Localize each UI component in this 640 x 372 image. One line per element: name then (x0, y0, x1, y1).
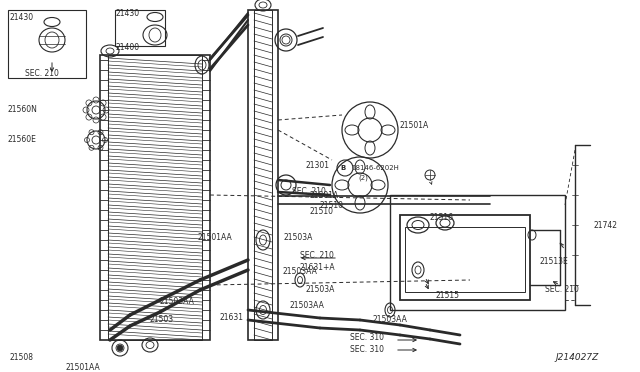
Text: SEC. 210: SEC. 210 (25, 68, 59, 77)
Text: 21503AA: 21503AA (160, 298, 195, 307)
Text: 21430: 21430 (115, 9, 139, 17)
Text: SEC. 210: SEC. 210 (300, 250, 334, 260)
Text: 21742: 21742 (593, 221, 617, 230)
Text: 21560N: 21560N (7, 106, 37, 115)
Text: B: B (340, 165, 346, 171)
Text: 21503A: 21503A (305, 285, 334, 295)
Text: SEC. 210: SEC. 210 (292, 187, 326, 196)
Bar (400, 215, 530, 300)
Text: 21501AA: 21501AA (198, 234, 233, 243)
Text: 21513E: 21513E (540, 257, 569, 266)
Text: 21508: 21508 (10, 353, 34, 362)
Text: 21430: 21430 (9, 13, 33, 22)
Text: 21501A: 21501A (400, 121, 429, 129)
Bar (8, 10, 86, 78)
Text: SEC. 310: SEC. 310 (350, 334, 384, 343)
Text: 21510: 21510 (310, 206, 334, 215)
Text: 21515: 21515 (435, 291, 459, 299)
Text: 21503A: 21503A (283, 234, 312, 243)
Bar (100, 55, 210, 340)
Text: 21510: 21510 (320, 201, 344, 209)
Text: 21400: 21400 (115, 44, 139, 52)
Text: 21631+A: 21631+A (300, 263, 335, 273)
Text: 21501A: 21501A (310, 190, 339, 199)
Text: 21301: 21301 (305, 160, 329, 170)
Bar (108, 55, 202, 340)
Text: 21516: 21516 (430, 212, 454, 221)
Text: SEC. 210: SEC. 210 (545, 285, 579, 295)
Text: 21503AA: 21503AA (283, 267, 317, 276)
Circle shape (117, 345, 123, 351)
Bar (390, 195, 565, 310)
Text: 21503: 21503 (150, 315, 174, 324)
Text: (2): (2) (358, 175, 368, 181)
Text: SEC. 310: SEC. 310 (350, 344, 384, 353)
Text: 21503AA: 21503AA (290, 301, 325, 310)
Text: 21631: 21631 (220, 314, 244, 323)
Text: J214027Z: J214027Z (555, 353, 598, 362)
Bar (405, 227, 525, 292)
Text: 21503AA: 21503AA (372, 315, 408, 324)
Text: 21560E: 21560E (7, 135, 36, 144)
Text: 21501AA: 21501AA (65, 363, 100, 372)
Bar (248, 10, 278, 340)
Bar (115, 10, 165, 46)
Bar (254, 10, 272, 340)
Text: 08146-6202H: 08146-6202H (352, 165, 400, 171)
